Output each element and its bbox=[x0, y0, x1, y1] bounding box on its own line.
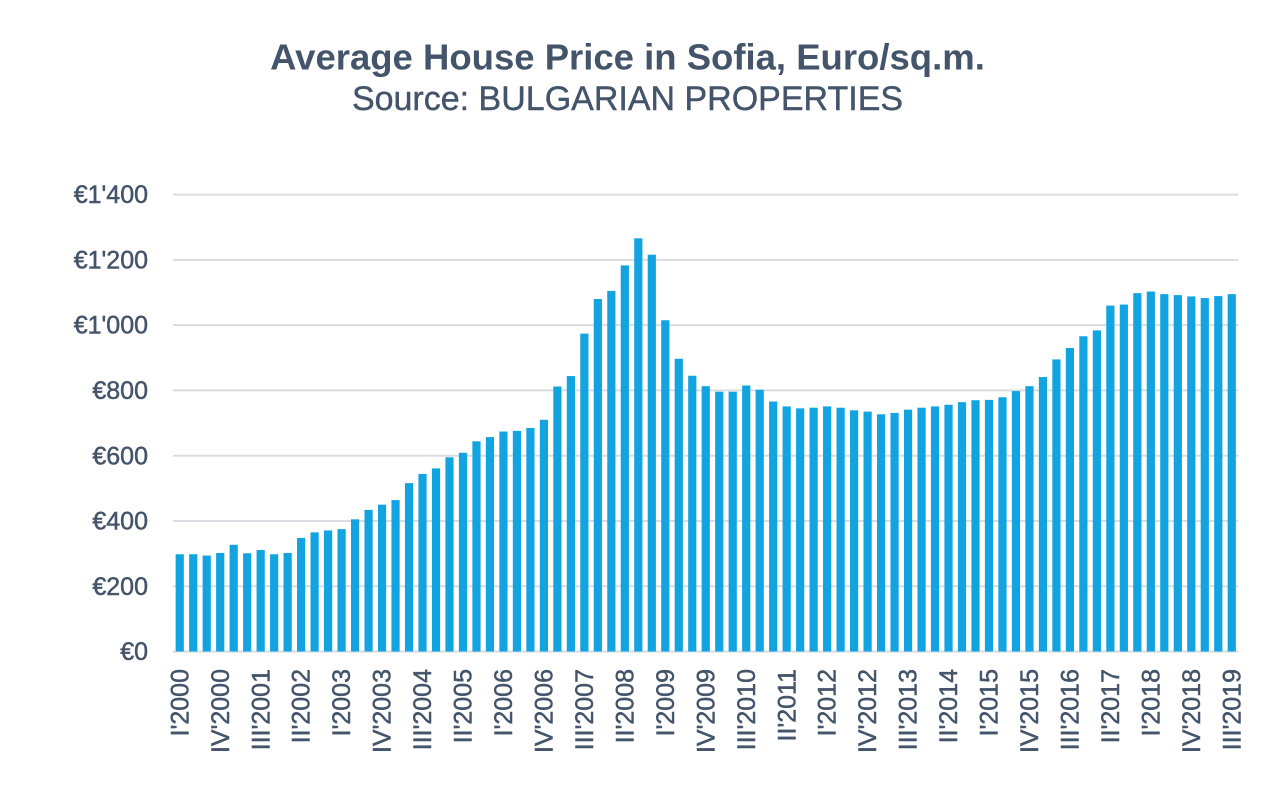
svg-text:III'2004: III'2004 bbox=[409, 669, 437, 750]
svg-text:II'2008: II'2008 bbox=[611, 669, 639, 743]
svg-text:IV'2015: IV'2015 bbox=[1016, 669, 1044, 753]
svg-text:I'2012: I'2012 bbox=[814, 669, 842, 736]
svg-text:€0: €0 bbox=[120, 638, 148, 666]
svg-text:IV'2003: IV'2003 bbox=[369, 669, 397, 753]
svg-text:I'2006: I'2006 bbox=[490, 669, 518, 736]
svg-text:II'2005: II'2005 bbox=[450, 669, 478, 743]
svg-text:III'2013: III'2013 bbox=[895, 669, 923, 750]
svg-text:Source: BULGARIAN PROPERTIES: Source: BULGARIAN PROPERTIES bbox=[352, 80, 903, 118]
svg-text:€1'400: €1'400 bbox=[74, 181, 148, 209]
svg-text:€1'200: €1'200 bbox=[74, 247, 148, 275]
svg-text:I'2018: I'2018 bbox=[1137, 669, 1165, 736]
svg-text:I'2000: I'2000 bbox=[166, 669, 194, 736]
svg-text:IV'2012: IV'2012 bbox=[854, 669, 882, 753]
svg-text:€400: €400 bbox=[92, 508, 148, 536]
svg-text:€800: €800 bbox=[92, 377, 148, 405]
svg-text:III'2010: III'2010 bbox=[733, 669, 761, 750]
svg-text:Average House Price in Sofia,: Average House Price in Sofia, Euro/sq.m. bbox=[270, 37, 985, 78]
svg-text:IV'2000: IV'2000 bbox=[207, 669, 235, 753]
svg-text:II'2017: II'2017 bbox=[1097, 669, 1125, 743]
svg-text:II'2011: II'2011 bbox=[773, 669, 801, 741]
svg-text:€600: €600 bbox=[92, 442, 148, 470]
svg-text:€200: €200 bbox=[92, 573, 148, 601]
svg-text:III'2001: III'2001 bbox=[247, 669, 275, 750]
svg-text:IV'2018: IV'2018 bbox=[1178, 669, 1206, 753]
svg-text:II'2014: II'2014 bbox=[935, 669, 963, 743]
svg-text:II'2002: II'2002 bbox=[288, 669, 316, 743]
svg-text:I'2015: I'2015 bbox=[976, 669, 1004, 736]
svg-text:III'2016: III'2016 bbox=[1057, 669, 1085, 750]
svg-text:I'2009: I'2009 bbox=[652, 669, 680, 736]
svg-text:€1'000: €1'000 bbox=[74, 312, 148, 340]
svg-text:IV'2006: IV'2006 bbox=[531, 669, 559, 753]
svg-text:III'2019: III'2019 bbox=[1218, 669, 1246, 750]
svg-text:III'2007: III'2007 bbox=[571, 669, 599, 750]
svg-text:IV'2009: IV'2009 bbox=[692, 669, 720, 753]
svg-text:I'2003: I'2003 bbox=[328, 669, 356, 736]
